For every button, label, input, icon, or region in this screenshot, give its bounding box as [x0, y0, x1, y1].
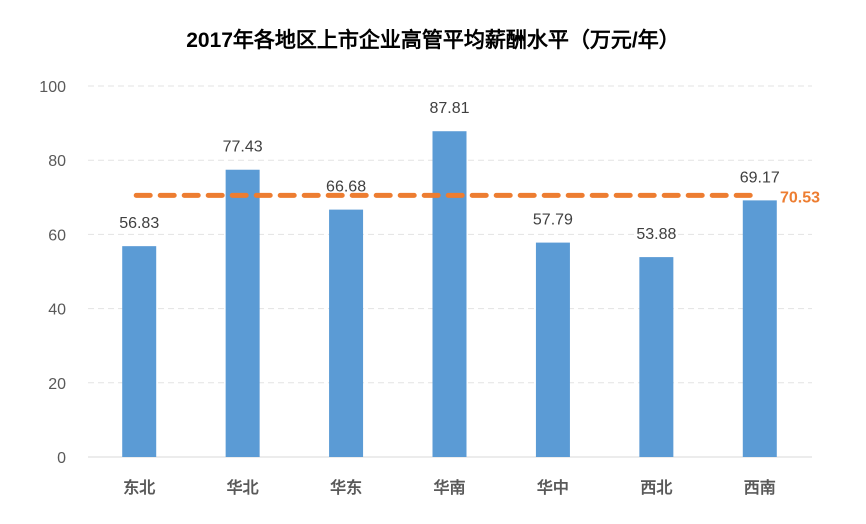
x-tick-label: 华北: [227, 478, 259, 497]
reference-line-label: 70.53: [780, 189, 820, 206]
data-label: 66.68: [326, 179, 366, 196]
data-label: 56.83: [119, 215, 159, 232]
y-tick-label: 20: [48, 376, 66, 393]
bar-西北: [639, 257, 674, 457]
bar-华东: [329, 209, 364, 457]
bar-华南: [432, 131, 467, 457]
x-tick-label: 东北: [123, 478, 155, 497]
y-tick-label: 60: [48, 227, 66, 244]
y-tick-label: 0: [57, 450, 66, 467]
bar-西南: [742, 200, 777, 457]
y-tick-label: 100: [39, 79, 66, 96]
x-tick-label: 华中: [537, 478, 569, 497]
y-tick-label: 80: [48, 153, 66, 170]
x-tick-label: 华东: [330, 478, 362, 497]
x-tick-label: 华南: [433, 478, 465, 497]
data-label: 77.43: [223, 139, 263, 156]
bar-华中: [535, 242, 570, 457]
y-tick-label: 40: [48, 302, 66, 319]
data-label: 53.88: [636, 226, 676, 243]
bar-华北: [225, 169, 260, 458]
data-label: 69.17: [740, 169, 780, 186]
x-tick-label: 西南: [744, 478, 776, 497]
chart-title: 2017年各地区上市企业高管平均薪酬水平（万元/年）: [186, 29, 680, 52]
bar-东北: [122, 246, 157, 457]
data-label: 57.79: [533, 212, 573, 229]
x-tick-label: 西北: [640, 479, 672, 497]
data-label: 87.81: [429, 100, 469, 117]
